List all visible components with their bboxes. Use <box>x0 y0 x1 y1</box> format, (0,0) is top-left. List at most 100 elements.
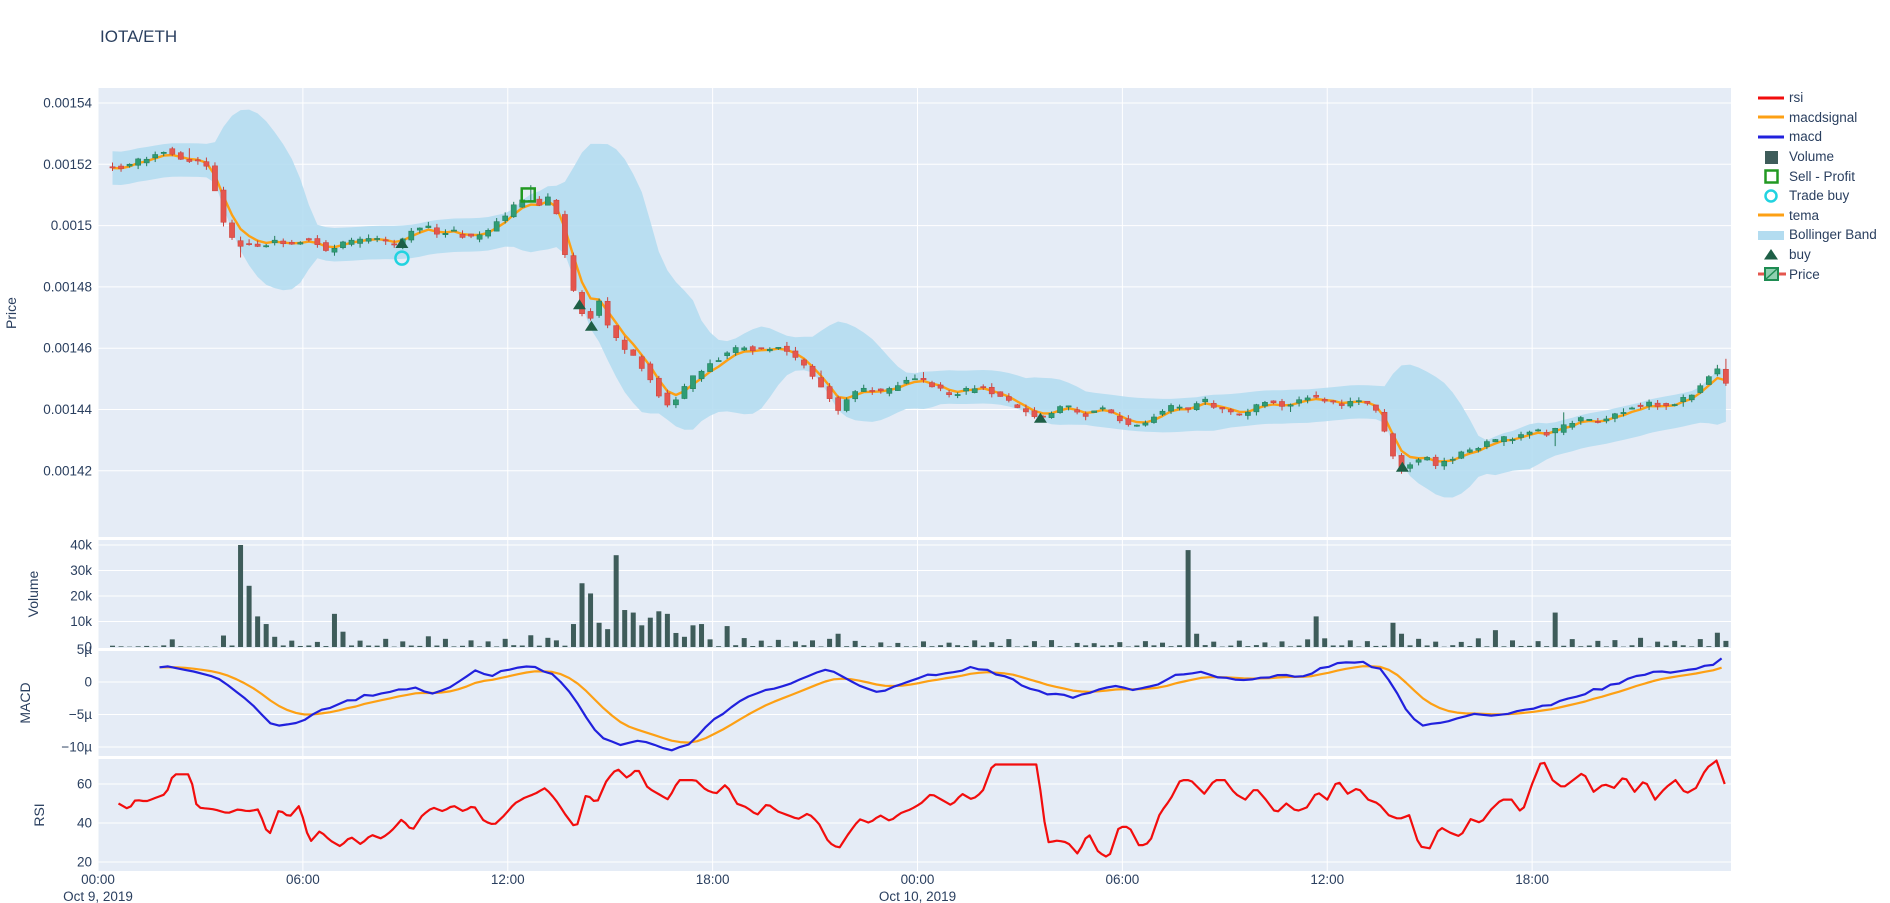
candle-up <box>1424 457 1430 461</box>
legend-item-macdsignal[interactable]: macdsignal <box>1757 108 1889 128</box>
volume-bar <box>844 646 850 647</box>
candle-down <box>920 378 927 381</box>
candles <box>109 146 1729 474</box>
candle-down <box>869 390 876 392</box>
candle-up <box>690 375 696 389</box>
legend-item-trade-buy[interactable]: Trade buy <box>1757 186 1889 206</box>
legend-item-tema[interactable]: tema <box>1757 206 1889 226</box>
candle-down <box>1330 400 1337 403</box>
candle-up <box>1714 368 1721 375</box>
volume-bar <box>886 646 892 647</box>
candle-up <box>1347 401 1354 407</box>
candle-up <box>741 347 748 351</box>
buy-marker[interactable] <box>1033 412 1047 423</box>
candle-down <box>749 346 756 352</box>
volume-bar <box>1313 616 1319 647</box>
candle-down <box>1654 402 1661 407</box>
candle-down <box>382 239 389 242</box>
volume-bar <box>545 637 551 647</box>
candle-down <box>1210 402 1217 408</box>
candle-down <box>877 388 884 392</box>
candle-up <box>1612 413 1618 419</box>
volume-bar <box>989 642 995 647</box>
sell-profit-marker[interactable] <box>520 187 536 203</box>
candle-down <box>1125 418 1132 425</box>
plot-area-volume[interactable] <box>98 540 1731 648</box>
volume-bar <box>929 646 935 647</box>
candle-down <box>229 222 235 238</box>
volume-bar <box>622 610 628 647</box>
candle-down <box>1338 403 1345 406</box>
axis-labels: 0.00154 0.00152 0.0015 0.00148 0.00146 0.0014… <box>3 96 1549 903</box>
volume-bar <box>938 645 944 647</box>
candle-up <box>408 230 415 241</box>
candle-up <box>895 385 901 391</box>
buy-marker[interactable] <box>584 320 598 331</box>
volume-bar <box>1279 641 1285 647</box>
legend-item-bollinger-band[interactable]: Bollinger Band <box>1757 225 1889 245</box>
buy-marker[interactable] <box>1395 461 1409 472</box>
candle-down <box>1227 409 1234 413</box>
volume-bar <box>707 639 713 647</box>
legend-label: buy <box>1789 247 1811 263</box>
candle-up <box>348 239 355 245</box>
candle-up <box>1159 410 1166 415</box>
candle-up <box>1705 376 1712 385</box>
volume-bar <box>442 638 448 647</box>
candle-down <box>1219 407 1226 410</box>
legend-item-buy[interactable]: buy <box>1757 245 1889 265</box>
sell-profit-legend-icon <box>1764 169 1779 184</box>
plot-area-rsi[interactable] <box>98 759 1731 871</box>
candle-down <box>306 238 312 241</box>
trade-buy-marker[interactable] <box>394 250 410 266</box>
volume-bar <box>946 642 952 647</box>
volume-bar <box>460 645 466 647</box>
volume-bar <box>963 645 969 647</box>
volume-bar <box>1407 645 1413 647</box>
candle-down <box>1236 413 1243 416</box>
volume-bar <box>1603 646 1609 647</box>
x-tick-date: Oct 9, 2019 <box>63 889 133 903</box>
volume-bar <box>1049 640 1055 647</box>
volume-bar <box>203 646 209 647</box>
legend-item-macd[interactable]: macd <box>1757 127 1889 147</box>
volume-bar <box>383 638 389 647</box>
candle-up <box>1091 410 1098 413</box>
candle-down <box>1321 399 1328 402</box>
volume-bar <box>1552 612 1558 647</box>
buy-marker[interactable] <box>395 237 409 248</box>
volume-bar <box>528 635 534 647</box>
x-tick-label: 18:00 <box>1515 872 1549 887</box>
legend-item-sell-profit[interactable]: Sell - Profit <box>1757 166 1889 186</box>
plot-area-macd[interactable] <box>98 651 1731 756</box>
candle-up <box>1526 431 1533 435</box>
x-tick-label: 06:00 <box>286 872 320 887</box>
legend-item-price[interactable]: Price <box>1757 264 1889 284</box>
buy-marker[interactable] <box>572 299 586 310</box>
candle-down <box>169 148 176 155</box>
volume-bar <box>733 645 739 647</box>
volume-bar <box>169 639 175 647</box>
volume-bar <box>1381 645 1387 647</box>
volume-bar <box>212 646 218 647</box>
candle-down <box>1373 404 1379 411</box>
legend-icon-wrap <box>1757 247 1789 263</box>
candle-down <box>1543 432 1550 436</box>
candle-down <box>758 347 765 350</box>
volume-bar <box>1356 646 1362 647</box>
candle-down <box>468 233 474 237</box>
volume-bar <box>511 645 517 647</box>
candle-down <box>664 392 671 406</box>
x-tick-date: Oct 10, 2019 <box>879 889 956 903</box>
volume-bar <box>1347 640 1353 647</box>
candle-down <box>1637 404 1644 407</box>
candle-up <box>1603 418 1610 422</box>
volume-bar <box>724 626 730 647</box>
legend-item-volume[interactable]: Volume <box>1757 147 1889 167</box>
macd-tick-label: 5µ <box>77 642 93 657</box>
legend-label: Price <box>1789 266 1820 282</box>
volume-bar <box>1569 639 1575 647</box>
volume-bar <box>792 641 798 647</box>
legend-item-rsi[interactable]: rsi <box>1757 88 1889 108</box>
volume-bar <box>562 645 568 647</box>
